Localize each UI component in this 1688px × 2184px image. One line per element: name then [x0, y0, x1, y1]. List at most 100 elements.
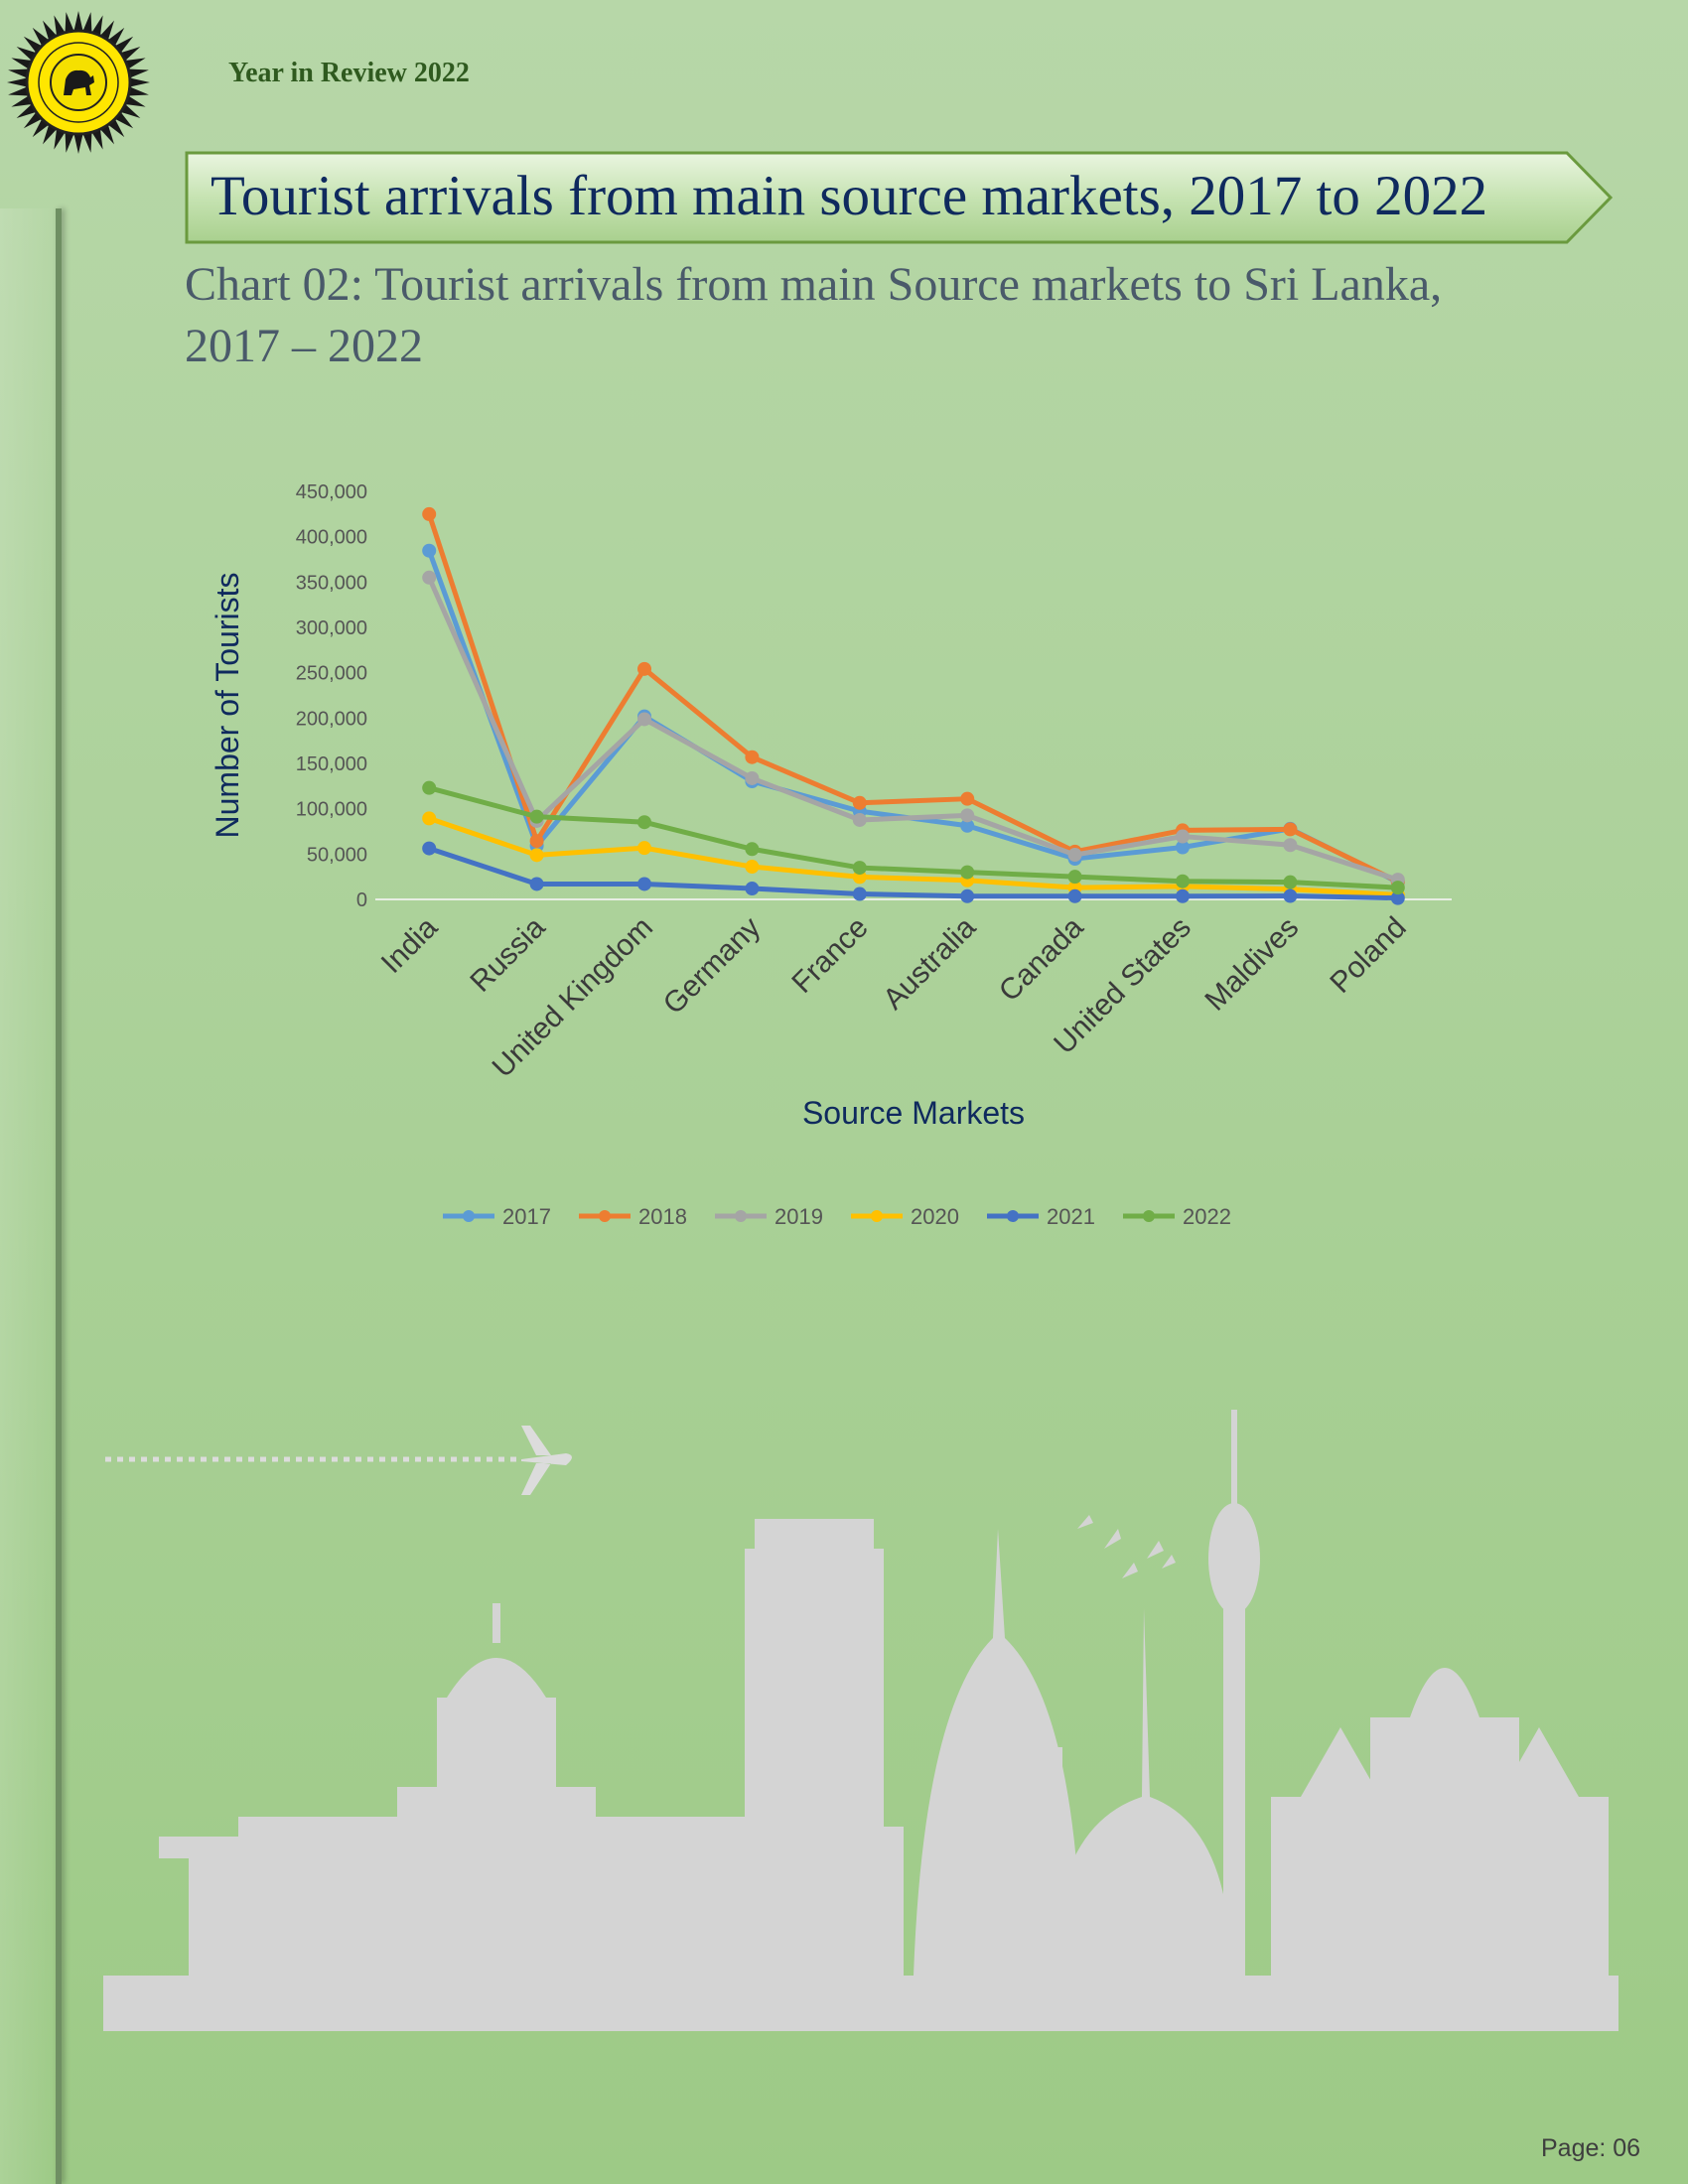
- legend-swatch-marker: [463, 1210, 475, 1222]
- data-point: [960, 888, 975, 903]
- series-line: [428, 785, 1398, 890]
- data-point: [745, 860, 760, 875]
- series-line: [428, 816, 1398, 897]
- data-point: [1067, 888, 1082, 903]
- y-tick-label: 100,000: [296, 799, 367, 821]
- legend-label: 2018: [638, 1204, 687, 1229]
- legend-swatch-marker: [599, 1210, 611, 1222]
- y-tick-label: 350,000: [296, 572, 367, 594]
- x-tick-label: India: [375, 910, 445, 980]
- data-point: [960, 808, 975, 823]
- data-point: [960, 865, 975, 880]
- data-point: [1067, 870, 1082, 885]
- data-point: [529, 809, 544, 824]
- y-tick-label: 50,000: [307, 844, 367, 866]
- data-point: [960, 791, 975, 806]
- data-point: [1176, 840, 1190, 855]
- data-point: [529, 834, 544, 849]
- series-line: [426, 549, 1399, 885]
- data-point: [422, 811, 437, 826]
- y-tick-label: 250,000: [296, 663, 367, 685]
- x-tick-label: Germany: [657, 911, 768, 1022]
- data-point: [529, 877, 544, 891]
- legend-item-2017: 2017: [443, 1204, 551, 1229]
- series-lines: [422, 506, 1405, 905]
- data-point: [745, 842, 760, 857]
- data-point: [1067, 848, 1082, 863]
- tourist-arrivals-chart: 0 50,000 100,000 150,000 200,000 250,000 300,0…: [210, 481, 1452, 1229]
- x-tick-label: Canada: [993, 910, 1090, 1008]
- data-point: [637, 877, 651, 891]
- legend-label: 2022: [1183, 1204, 1231, 1229]
- legend-label: 2017: [502, 1204, 551, 1229]
- data-point: [1176, 874, 1190, 888]
- series-2018: [422, 506, 1405, 888]
- data-point: [852, 887, 867, 901]
- series-line: [426, 576, 1399, 883]
- data-point: [1390, 890, 1405, 905]
- legend: 2017 2018 2019 2020 2021 2022: [443, 1204, 1231, 1229]
- skyline-illustration: [103, 1410, 1618, 2031]
- x-tick-label: Poland: [1324, 911, 1412, 1000]
- data-point: [1176, 829, 1190, 844]
- series-2019: [422, 570, 1405, 887]
- data-point: [637, 815, 651, 830]
- legend-label: 2020: [911, 1204, 959, 1229]
- x-tick-label: Australia: [877, 910, 982, 1016]
- tourism-logo: [7, 11, 150, 154]
- data-point: [745, 770, 760, 785]
- data-point: [422, 506, 437, 521]
- chart-caption-line1: Chart 02: Tourist arrivals from main Sou…: [185, 258, 1443, 311]
- data-point: [745, 750, 760, 764]
- legend-item-2022: 2022: [1123, 1204, 1231, 1229]
- chart-caption-line2: 2017 – 2022: [185, 320, 423, 372]
- legend-swatch-marker: [735, 1210, 747, 1222]
- data-point: [637, 841, 651, 856]
- data-point: [1390, 881, 1405, 895]
- y-tick-label: 150,000: [296, 753, 367, 775]
- legend-swatch-marker: [1007, 1210, 1019, 1222]
- y-tick-label: 450,000: [296, 481, 367, 503]
- data-point: [637, 661, 651, 676]
- data-point: [745, 882, 760, 896]
- legend-item-2018: 2018: [579, 1204, 687, 1229]
- data-point: [1283, 822, 1298, 837]
- x-axis-label: Source Markets: [802, 1095, 1025, 1131]
- y-tick-label: 400,000: [296, 527, 367, 549]
- legend-swatch-marker: [871, 1210, 883, 1222]
- legend-item-2019: 2019: [715, 1204, 823, 1229]
- side-bar: [56, 208, 62, 2184]
- series-2020: [422, 811, 1405, 902]
- page-number: Page: 06: [1541, 2134, 1641, 2162]
- y-axis-ticks: 0 50,000 100,000 150,000 200,000 250,000 300,0…: [296, 481, 367, 911]
- x-tick-label: Maldives: [1198, 911, 1305, 1018]
- legend-swatch-marker: [1143, 1210, 1155, 1222]
- data-point: [1283, 875, 1298, 889]
- data-point: [422, 543, 437, 558]
- series-2021: [422, 841, 1405, 905]
- series-line: [426, 513, 1399, 885]
- y-tick-label: 300,000: [296, 617, 367, 639]
- chart-caption: Chart 02: Tourist arrivals from main Sou…: [185, 254, 1555, 377]
- header-text: Year in Review 2022: [228, 58, 470, 88]
- y-tick-label: 0: [356, 889, 367, 911]
- data-point: [1283, 838, 1298, 853]
- data-point: [852, 812, 867, 827]
- data-point: [422, 780, 437, 795]
- data-point: [422, 570, 437, 585]
- legend-item-2021: 2021: [987, 1204, 1095, 1229]
- banner-title: Tourist arrivals from main source market…: [211, 165, 1488, 227]
- data-point: [1283, 888, 1298, 903]
- data-point: [1176, 888, 1190, 903]
- y-axis-label: Number of Tourists: [210, 573, 245, 839]
- side-glow: [0, 208, 56, 2184]
- legend-label: 2019: [774, 1204, 823, 1229]
- data-point: [422, 841, 437, 856]
- data-point: [960, 818, 975, 833]
- title-banner: [185, 151, 1614, 244]
- x-tick-label: France: [785, 911, 874, 1000]
- legend-item-2020: 2020: [851, 1204, 959, 1229]
- series-2017: [422, 543, 1405, 889]
- data-point: [529, 848, 544, 863]
